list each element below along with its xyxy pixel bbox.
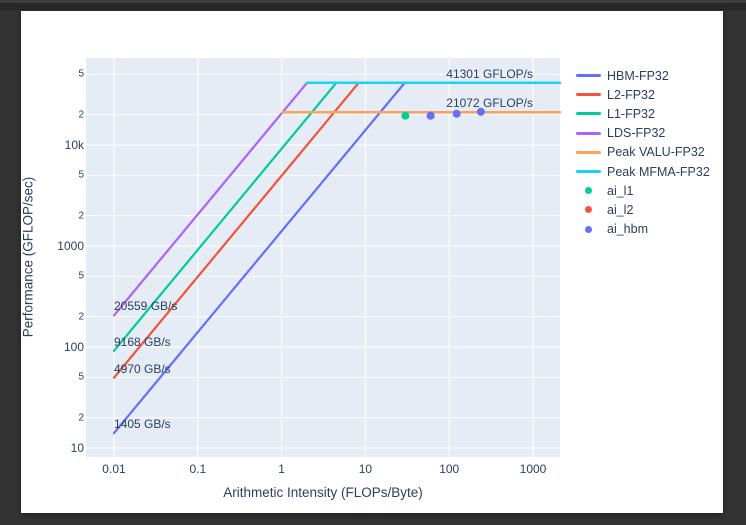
legend-item-ai_l2[interactable]: ai_l2 [576,200,710,219]
legend-label: ai_l2 [607,202,634,217]
x-axis-title: Arithmetic Intensity (FLOPs/Byte) [223,485,423,500]
legend-item-L2-FP32[interactable]: L2-FP32 [576,85,710,104]
y-tick-label: 2 [78,412,84,424]
legend-line-icon [576,112,601,116]
annotation: 9168 GB/s [113,334,171,349]
legend-item-ai_hbm[interactable]: ai_hbm [576,220,710,239]
plot-area[interactable] [86,58,560,457]
y-tick-label: 2 [78,210,84,222]
window-top-bar [0,3,746,10]
x-tick-label: 1 [278,462,285,476]
y-tick-label: 5 [78,371,84,383]
annotation: 4970 GB/s [113,361,171,376]
y-tick-label: 5 [78,169,84,181]
legend-label: L1-FP32 [607,106,655,121]
annotation: 41301 GFLOP/s [446,66,533,81]
x-tick-label: 1000 [519,462,547,476]
legend-line-icon [576,93,601,97]
legend-item-ai_l1[interactable]: ai_l1 [576,181,710,200]
annotation: 21072 GFLOP/s [446,96,533,111]
legend-marker-icon [585,206,592,214]
window-top-edge [0,0,746,3]
legend-label: Peak VALU-FP32 [607,145,705,160]
x-tick-label: 10 [358,462,373,476]
legend-item-HBM-FP32[interactable]: HBM-FP32 [576,66,710,85]
legend-item-L1-FP32[interactable]: L1-FP32 [576,104,710,123]
legend-line-icon [576,131,601,135]
y-tick-label: 2 [78,109,84,121]
y-tick-label: 2 [78,311,84,323]
annotation: 20559 GB/s [113,299,178,314]
annotation: 1405 GB/s [113,417,171,432]
x-tick-label: 100 [439,462,460,476]
y-tick-label: 10k [64,137,84,152]
y-tick-label: 100 [63,339,84,354]
legend-label: LDS-FP32 [607,126,666,141]
legend-line-icon [576,74,601,78]
legend-label: Peak MFMA-FP32 [607,164,710,179]
legend-label: ai_hbm [607,222,648,237]
legend-marker-icon [585,187,592,195]
legend-line-icon [576,150,601,154]
legend-label: ai_l1 [607,183,634,198]
legend-label: HBM-FP32 [607,68,669,83]
legend-label: L2-FP32 [607,87,655,102]
x-tick-label: 0.1 [189,462,207,476]
legend-item-Peak VALU-FP32[interactable]: Peak VALU-FP32 [576,143,710,162]
y-tick-label: 5 [78,270,84,282]
legend-marker-icon [585,225,592,233]
legend: HBM-FP32 L2-FP32 L1-FP32 LDS-FP32 Peak VALU-… [576,66,710,239]
legend-item-LDS-FP32[interactable]: LDS-FP32 [576,124,710,143]
x-tick-label: 0.01 [102,462,126,476]
y-axis-title: Performance (GFLOP/sec) [20,176,36,338]
y-tick-label: 10 [70,441,84,455]
y-tick-label: 5 [78,68,84,80]
legend-item-Peak MFMA-FP32[interactable]: Peak MFMA-FP32 [576,162,710,181]
legend-line-icon [576,170,601,174]
y-tick-label: 1000 [57,238,84,253]
